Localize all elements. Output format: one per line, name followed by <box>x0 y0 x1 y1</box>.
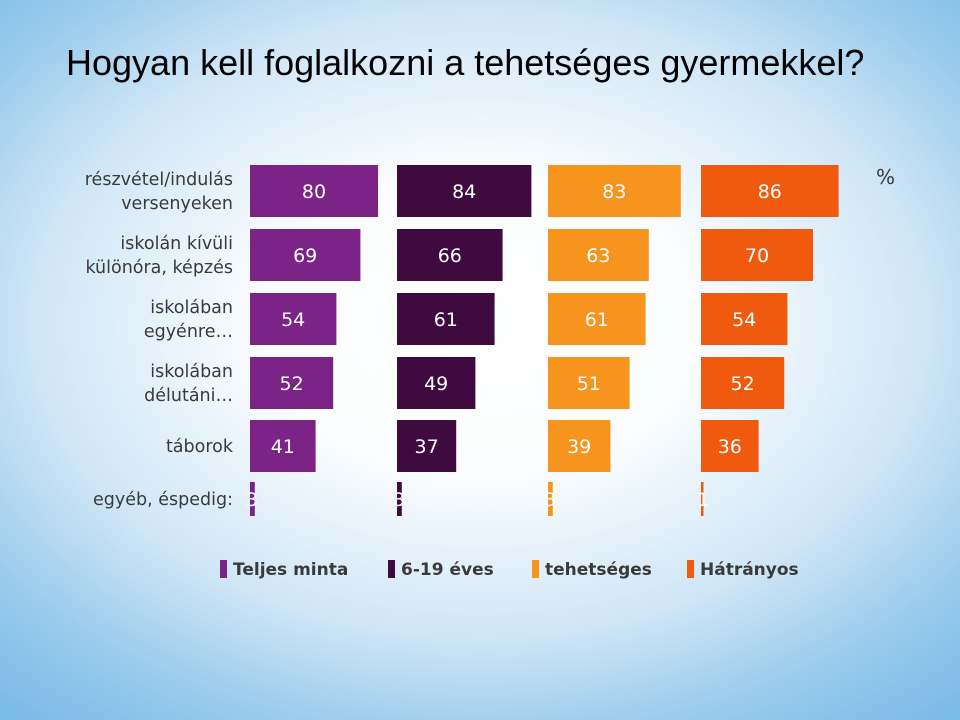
bar <box>548 229 649 281</box>
bar <box>548 293 646 345</box>
legend-label: 6-19 éves <box>401 560 494 580</box>
slide-title: Hogyan kell foglalkozni a tehetséges gye… <box>66 42 865 83</box>
data-label: 54 <box>281 309 305 331</box>
bars <box>250 165 839 516</box>
data-label: 66 <box>438 245 462 267</box>
data-label: 36 <box>718 436 742 458</box>
bar <box>548 165 681 217</box>
legend: Teljes minta 6-19 éves tehetséges Hátrányos <box>220 560 799 580</box>
data-label: 52 <box>280 373 304 395</box>
bar <box>397 165 532 217</box>
bar <box>548 482 553 516</box>
bar <box>701 165 839 217</box>
data-label: 69 <box>293 245 317 267</box>
data-label: 51 <box>577 373 601 395</box>
legend-swatch <box>388 560 395 578</box>
bar <box>250 482 255 516</box>
bar <box>548 420 611 472</box>
data-label: 39 <box>567 436 591 458</box>
bar <box>701 229 813 281</box>
category-label: iskolán kívüli <box>120 234 233 254</box>
data-label: 80 <box>302 181 326 203</box>
data-label: 54 <box>732 309 756 331</box>
bar <box>701 357 785 409</box>
data-label: 61 <box>585 309 609 331</box>
bar <box>701 482 704 516</box>
data-label: 61 <box>434 309 458 331</box>
category-label: egyéb, éspedig: <box>93 490 233 510</box>
category-label: táborok <box>166 437 234 457</box>
category-label: iskolában <box>150 298 233 318</box>
legend-swatch <box>687 560 694 578</box>
bar <box>250 357 334 409</box>
bar <box>397 420 457 472</box>
bar <box>250 165 378 217</box>
bar <box>701 420 759 472</box>
bar <box>250 420 316 472</box>
data-label: 41 <box>271 436 295 458</box>
data-label: 63 <box>586 245 610 267</box>
data-label: 3 <box>544 489 556 511</box>
bar <box>250 293 337 345</box>
category-labels: részvétel/indulás versenyeken iskolán kívü… <box>85 170 234 510</box>
bar <box>397 293 495 345</box>
data-label: 3 <box>246 489 258 511</box>
value-labels: 80 69 54 52 41 3 84 66 61 49 37 3 83 63 61 51 39 3 86 70 54 5… <box>246 181 782 511</box>
data-label: 49 <box>424 373 448 395</box>
bar <box>250 229 361 281</box>
category-label: egyénre… <box>144 322 233 342</box>
bar <box>548 357 630 409</box>
data-label: 86 <box>758 181 782 203</box>
legend-label: Teljes minta <box>233 560 348 580</box>
legend-label: Hátrányos <box>700 560 799 580</box>
bar <box>397 229 503 281</box>
category-label: iskolában <box>150 362 233 382</box>
data-label: 52 <box>731 373 755 395</box>
unit-label: % <box>876 165 895 189</box>
bar <box>397 482 402 516</box>
data-label: 37 <box>415 436 439 458</box>
legend-swatch <box>220 560 227 578</box>
category-label: részvétel/indulás <box>85 170 233 190</box>
bar <box>397 357 476 409</box>
data-label: 83 <box>602 181 626 203</box>
data-label: 3 <box>393 489 405 511</box>
category-label: különóra, képzés <box>85 258 233 278</box>
data-label: 70 <box>745 245 769 267</box>
bar <box>701 293 788 345</box>
category-label: délutáni… <box>144 386 233 406</box>
data-label: 1 <box>697 489 709 511</box>
category-label: versenyeken <box>121 194 233 214</box>
legend-label: tehetséges <box>545 560 652 580</box>
data-label: 84 <box>452 181 476 203</box>
legend-swatch <box>532 560 539 578</box>
